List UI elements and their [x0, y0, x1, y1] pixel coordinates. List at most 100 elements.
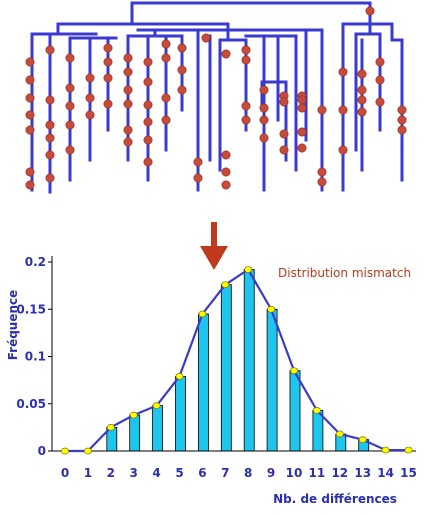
mutation-dot: [297, 95, 307, 105]
mutation-dot: [45, 95, 55, 105]
data-point: [312, 407, 321, 414]
mutation-dot: [65, 145, 75, 155]
mutation-dot: [143, 157, 153, 167]
mutation-dot: [25, 57, 35, 67]
data-point: [221, 281, 230, 289]
data-point: [290, 367, 298, 375]
mutation-dot: [123, 85, 133, 95]
mutation-dot: [357, 107, 367, 117]
x-tick-label: 14: [377, 466, 394, 480]
series-line: [65, 268, 409, 453]
mutation-dot: [143, 117, 153, 127]
mutation-dot: [123, 99, 133, 109]
bar: [129, 414, 141, 452]
mutation-dot: [279, 145, 289, 155]
x-tick-label: 4: [152, 466, 160, 480]
bar: [289, 370, 301, 452]
bar: [197, 313, 209, 452]
mutation-dot: [259, 133, 269, 143]
mutation-dot: [65, 83, 75, 93]
mutation-dot: [25, 75, 35, 85]
data-point: [244, 266, 253, 273]
mutation-dot: [297, 143, 307, 153]
mutation-dot: [241, 115, 251, 125]
mutation-dot: [201, 33, 211, 43]
mutation-dot: [317, 167, 327, 177]
mutation-dot: [357, 85, 367, 95]
x-tick-labels: 0 1 2 3 4 5 6 7 8 9 10 11 12 13 14 15: [61, 466, 417, 480]
x-tick-label: 1: [84, 466, 92, 480]
mutation-dot: [397, 115, 407, 125]
mutation-dot: [297, 103, 307, 113]
mutation-dot: [45, 45, 55, 55]
mutation-dot: [357, 69, 367, 79]
y-tick-label: 0.1: [25, 350, 46, 364]
mutation-dot: [177, 65, 187, 75]
data-point: [106, 424, 115, 431]
mutation-dot: [259, 85, 269, 95]
data-point: [152, 402, 161, 409]
x-tick-label: 9: [267, 466, 275, 480]
mutation-dot: [338, 105, 348, 115]
arrow-head: [200, 246, 228, 270]
mutation-dot: [103, 73, 113, 83]
y-tick-label: 0.2: [25, 255, 46, 269]
mutation-dot: [279, 97, 289, 107]
y-tick-label: 0: [38, 444, 46, 458]
mutation-dot: [338, 145, 348, 155]
mutation-dot: [65, 101, 75, 111]
data-point: [83, 447, 92, 455]
x-tick-label: 8: [244, 466, 252, 480]
mutation-dot: [25, 125, 35, 135]
mutation-dot: [397, 105, 407, 115]
x-tick-label: 5: [175, 466, 183, 480]
mutation-dot: [25, 180, 35, 190]
mutation-dot: [143, 57, 153, 67]
mutation-dot: [317, 177, 327, 187]
mismatch-chart: 0 1 2 3 4 5 6 7 8 9 10 11 12 13 14 15 00.050.10.150.2 N…: [6, 255, 417, 506]
mutation-dot: [65, 53, 75, 63]
mutation-dot: [103, 99, 113, 109]
mutation-dot: [45, 133, 55, 143]
mutation-dot: [161, 53, 171, 63]
x-tick-label: 7: [221, 466, 229, 480]
bar: [243, 269, 255, 452]
mutation-dot: [357, 95, 367, 105]
mutation-dot: [45, 150, 55, 160]
bar: [152, 405, 164, 452]
x-tick-label: 6: [198, 466, 206, 480]
mutation-dot: [375, 57, 385, 67]
mutation-dot: [85, 110, 95, 120]
data-point: [267, 305, 276, 313]
mutation-dot: [193, 157, 203, 167]
annotation-label: Distribution mismatch: [278, 266, 411, 280]
mutation-dot: [241, 55, 251, 65]
x-tick-label: 10: [286, 466, 303, 480]
x-tick-label: 2: [107, 466, 115, 480]
mutation-dot: [85, 73, 95, 83]
mutation-dot: [45, 120, 55, 130]
data-point: [358, 436, 367, 444]
mutation-dot: [397, 125, 407, 135]
mutation-dot: [25, 93, 35, 103]
y-tick-label: 0.15: [16, 302, 46, 316]
mutation-dot: [65, 120, 75, 130]
mutation-dot: [161, 115, 171, 125]
mutation-dot: [123, 137, 133, 147]
mutation-dot: [259, 115, 269, 125]
mutation-dot: [103, 57, 113, 67]
mutation-dot: [317, 105, 327, 115]
arrow-shaft: [211, 222, 217, 250]
mutation-dot: [123, 53, 133, 63]
mutation-dot: [241, 101, 251, 111]
mutation-dot: [338, 67, 348, 77]
mutation-dot: [177, 43, 187, 53]
y-axis-title: Fréquence: [6, 290, 20, 361]
mutation-dot: [279, 129, 289, 139]
mutation-dot: [375, 75, 385, 85]
mutation-dot: [177, 85, 187, 95]
data-point: [61, 447, 69, 455]
x-tick-label: 3: [130, 466, 138, 480]
mutation-dot: [193, 173, 203, 183]
mutation-dot: [297, 127, 307, 137]
